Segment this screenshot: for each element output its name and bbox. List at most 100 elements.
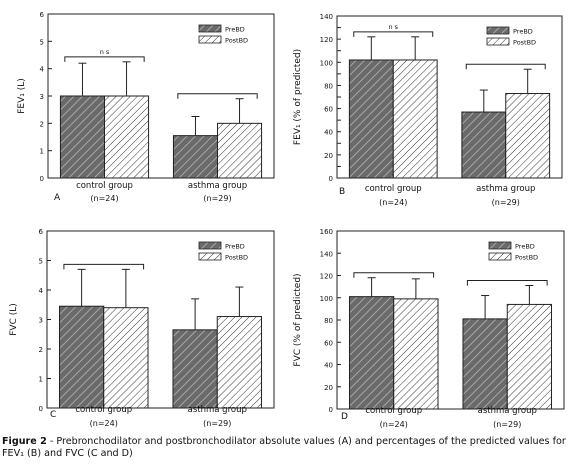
y-tick-label: 80	[324, 82, 333, 90]
panel-letter: C	[50, 410, 56, 420]
legend-swatch-postbd	[486, 37, 510, 46]
y-tick-label: 2	[40, 120, 44, 128]
chart-panel-d: 0 20 40 60 80 100 120 140 160 FVC (% of predicted…	[293, 228, 565, 429]
bar-postbd	[217, 122, 263, 179]
y-tick-label: 3	[40, 93, 44, 101]
figure-caption: Figure 2 - Prebronchodilator and postbro…	[2, 436, 586, 460]
legend-swatch-postbd	[488, 252, 512, 261]
x-category-label: control group	[365, 406, 422, 416]
legend-swatch-prebd	[486, 26, 510, 35]
chart-panel-c: 0 1 2 3 4 5 6 FVC (L) control group (n=24) asthma …	[9, 228, 275, 428]
bar-postbd	[392, 59, 438, 179]
legend-label-postbd: PostBD	[515, 254, 538, 262]
bar-postbd	[506, 303, 553, 410]
caption-label: Figure 2	[2, 436, 47, 447]
significance-bracket	[465, 63, 546, 70]
y-tick-label: 20	[324, 152, 333, 160]
y-tick-label: 120	[320, 273, 333, 281]
y-tick-label: 2	[39, 346, 43, 354]
y-tick-label: 100	[320, 59, 333, 67]
legend-swatch-prebd	[198, 24, 222, 33]
y-tick-label: 140	[320, 13, 333, 21]
bar-prebd	[348, 59, 394, 179]
y-tick-label: 6	[39, 228, 44, 236]
y-tick-label: 0	[329, 175, 333, 183]
panel-letter: B	[339, 187, 345, 197]
x-category-n: (n=24)	[379, 198, 407, 207]
bar-prebd	[58, 305, 105, 409]
legend-label-postbd: PostBD	[225, 254, 248, 262]
y-axis-label: FVC (L)	[9, 303, 19, 336]
significance-bracket	[63, 263, 145, 270]
bar-postbd	[393, 298, 439, 410]
chart-panel-a: 0 1 2 3 4 5 6 FEV₁ (L) control group (n=24) asthma…	[17, 11, 275, 203]
bar-postbd	[104, 95, 150, 179]
legend-swatch-postbd	[198, 252, 222, 261]
y-tick-label: 1	[40, 148, 44, 156]
y-tick-label: 5	[39, 258, 43, 266]
y-tick-label: 60	[324, 106, 333, 114]
legend-label-prebd: PreBD	[515, 243, 535, 251]
significance-label: n s	[388, 23, 398, 31]
legend-label-prebd: PreBD	[225, 26, 245, 34]
significance-bracket	[177, 93, 258, 99]
legend-swatch-postbd	[198, 35, 222, 44]
y-tick-label: 0	[329, 406, 333, 414]
x-category-label: asthma group	[188, 405, 247, 415]
y-tick-label: 160	[320, 228, 333, 236]
x-category-n: (n=24)	[90, 194, 118, 203]
x-category-n: (n=24)	[380, 420, 408, 429]
y-tick-label: 6	[40, 11, 45, 19]
x-category-label: control group	[76, 181, 133, 191]
y-tick-label: 120	[320, 36, 333, 44]
x-category-label: control group	[365, 184, 422, 194]
bar-postbd	[103, 307, 149, 409]
x-category-n: (n=29)	[492, 198, 520, 207]
y-tick-label: 60	[324, 339, 333, 347]
panel-letter: D	[341, 412, 348, 422]
bar-prebd	[462, 318, 508, 410]
caption-text: - Prebronchodilator and postbronchodilat…	[2, 436, 566, 459]
x-category-label: asthma group	[476, 184, 535, 194]
legend-label-prebd: PreBD	[225, 243, 245, 251]
y-tick-label: 3	[39, 317, 43, 325]
legend-label-prebd: PreBD	[513, 28, 533, 36]
significance-bracket	[64, 56, 145, 62]
significance-bracket	[353, 272, 435, 278]
y-tick-label: 100	[320, 295, 333, 303]
y-axis-label: FEV₁ (% of predicted)	[293, 49, 303, 145]
x-category-n: (n=29)	[203, 419, 231, 428]
legend-label-postbd: PostBD	[225, 37, 248, 45]
y-tick-label: 5	[40, 38, 44, 46]
bar-prebd	[172, 135, 218, 179]
significance-bracket	[353, 31, 434, 37]
significance-label: n s	[100, 48, 110, 56]
bar-prebd	[59, 95, 105, 179]
y-tick-label: 40	[324, 129, 333, 137]
y-axis-label: FEV₁ (L)	[17, 78, 27, 114]
significance-bracket	[466, 280, 548, 286]
y-tick-label: 4	[40, 66, 45, 74]
y-tick-label: 40	[324, 362, 333, 370]
y-tick-label: 140	[320, 250, 333, 258]
legend-label-postbd: PostBD	[513, 39, 536, 47]
y-tick-label: 4	[39, 287, 44, 295]
legend-swatch-prebd	[198, 241, 222, 250]
x-category-n: (n=29)	[493, 420, 521, 429]
y-tick-label: 0	[40, 175, 44, 183]
y-tick-label: 80	[324, 317, 333, 325]
bar-prebd	[172, 329, 218, 409]
x-category-n: (n=29)	[203, 194, 231, 203]
bar-prebd	[461, 111, 507, 179]
x-category-label: asthma group	[188, 181, 247, 191]
x-category-label: control group	[75, 405, 132, 415]
bar-prebd	[348, 296, 395, 410]
bar-postbd	[505, 93, 551, 179]
panel-letter: A	[54, 193, 61, 203]
bar-postbd	[216, 316, 263, 409]
y-tick-label: 0	[39, 405, 43, 413]
x-category-label: asthma group	[478, 406, 537, 416]
x-category-n: (n=24)	[90, 419, 118, 428]
y-tick-label: 20	[324, 384, 333, 392]
